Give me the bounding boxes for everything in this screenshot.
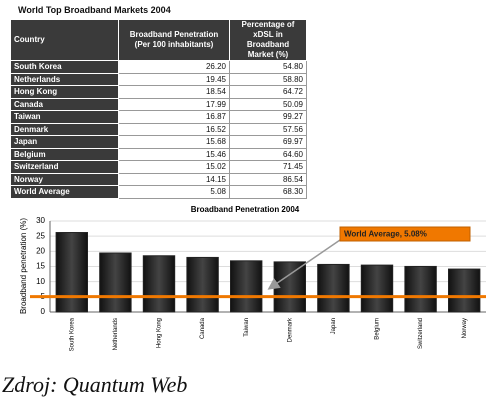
chart-title: Broadband Penetration 2004	[191, 205, 300, 214]
header-cell: Broadband Penetration (Per 100 inhabitan…	[118, 19, 230, 61]
chart: Broadband Penetration 2004 Broadband pen…	[19, 205, 486, 351]
x-tick-label: Hong Kong	[157, 318, 163, 348]
bar	[317, 263, 350, 313]
table-row: World Average 5.08 68.30	[10, 185, 307, 199]
bar	[55, 232, 88, 313]
annotation-label: World Average, 5.08%	[344, 230, 427, 239]
bar	[404, 265, 437, 313]
table: Country Broadband Penetration (Per 100 in…	[10, 19, 307, 199]
table-cell: Taiwan	[10, 110, 119, 124]
table-cell: 15.68	[118, 135, 230, 149]
table-cell: 15.02	[118, 160, 230, 174]
table-cell: Netherlands	[10, 72, 119, 86]
table-cell: 68.30	[229, 185, 307, 199]
bar	[448, 268, 481, 313]
table-cell: World Average	[10, 185, 119, 199]
table-cell: 86.54	[229, 172, 307, 186]
y-tick-label: 15	[36, 262, 45, 271]
y-tick-label: 25	[36, 231, 45, 240]
table-row: Canada 17.99 50.09	[10, 97, 307, 111]
annotation-box	[339, 226, 471, 242]
table-cell: 50.09	[229, 97, 307, 111]
table-cell: 16.52	[118, 122, 230, 136]
x-tick-label: Canada	[200, 317, 206, 339]
source: Zdroj: Quantum Web	[2, 372, 188, 397]
header-cell: Country	[10, 19, 119, 61]
table-cell: 71.45	[229, 160, 307, 174]
table-cell: 69.97	[229, 135, 307, 149]
bar	[99, 252, 132, 313]
x-tick-label: Denmark	[287, 317, 293, 342]
annotation-arrow	[267, 239, 341, 290]
y-tick-label: 20	[36, 246, 45, 255]
x-tick-label: Taiwan	[244, 318, 250, 337]
x-tick-label: Netherlands	[113, 318, 119, 350]
y-tick-label: 10	[36, 277, 45, 286]
y-tick-label: 30	[36, 216, 45, 225]
bar	[186, 256, 219, 313]
x-tick-label: Norway	[462, 318, 468, 338]
table-cell: Norway	[10, 172, 119, 186]
table-cell: 18.54	[118, 85, 230, 99]
bar	[273, 261, 306, 313]
table-row: Taiwan 16.87 99.27	[10, 110, 307, 124]
table-cell: 14.15	[118, 172, 230, 186]
x-tick-label: Japan	[331, 318, 337, 334]
bar	[360, 264, 394, 313]
y-tick-label: 0	[41, 307, 46, 316]
table-cell: Denmark	[10, 122, 119, 136]
bar	[230, 260, 263, 313]
table-cell: South Korea	[10, 60, 119, 74]
y-axis-label: Broadband penetration (%)	[19, 218, 28, 314]
x-tick-label: Belgium	[375, 318, 381, 340]
x-tick-label: South Korea	[69, 317, 75, 351]
table-row: Netherlands 19.45 58.80	[10, 72, 307, 86]
table-cell: 54.80	[229, 60, 307, 74]
table-title: World Top Broadband Markets 2004	[18, 5, 171, 15]
table-cell: 99.27	[229, 110, 307, 124]
table-cell: Hong Kong	[10, 85, 119, 99]
table-row: Denmark 16.52 57.56	[10, 122, 307, 136]
table-cell: 64.72	[229, 85, 307, 99]
x-tick-label: Switzerland	[418, 318, 424, 349]
table-row: Hong Kong 18.54 64.72	[10, 85, 307, 99]
header-cell: Percentage of xDSL in Broadband Market (…	[229, 19, 307, 61]
table-body: Country Broadband Penetration (Per 100 in…	[10, 19, 307, 199]
bar	[142, 255, 176, 313]
table-row: South Korea 26.20 54.80	[10, 60, 307, 74]
table-row: Japan 15.68 69.97	[10, 135, 307, 149]
table-cell: Belgium	[10, 147, 119, 161]
table-cell: 5.08	[118, 185, 230, 199]
header-row: Country Broadband Penetration (Per 100 in…	[10, 19, 307, 61]
table-row: Norway 14.15 86.54	[10, 172, 307, 186]
